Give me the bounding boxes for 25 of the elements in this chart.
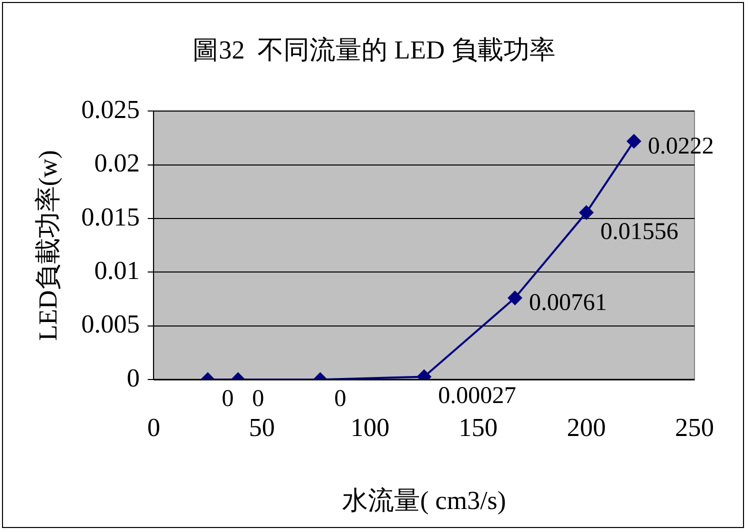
x-tick-label: 50 [248,413,275,442]
x-axis-title: 水流量( cm3/s) [342,486,506,516]
data-label: 0.0222 [648,134,714,160]
x-tick-label: 0 [147,413,160,442]
data-label: 0.01556 [600,218,678,245]
point [508,290,522,305]
point [579,206,594,220]
point [626,134,641,148]
x-tick-label: 100 [350,413,390,442]
y-axis-title: LED負載功率(w) [33,150,62,341]
y-tick-label: 0.01 [94,256,140,286]
data-label: 0 [222,386,234,412]
x-tick-label: 200 [566,413,606,442]
y-tick-label: 0 [126,363,140,392]
data-label: 0.00761 [528,290,607,316]
y-tick-label: 0.005 [81,310,140,339]
data-label: 0.00027 [438,383,516,409]
x-tick-label: 150 [458,413,498,442]
y-tick-label: 0.015 [81,202,140,232]
y-tick-label: 0.02 [94,148,140,178]
data-label: 0 [334,386,346,412]
data-label: 0 [252,386,264,412]
x-tick-label: 250 [675,413,714,442]
chart-title: 圖32 不同流量的 LED 負載功率 [192,35,556,64]
y-tick-label: 0.025 [81,95,140,124]
